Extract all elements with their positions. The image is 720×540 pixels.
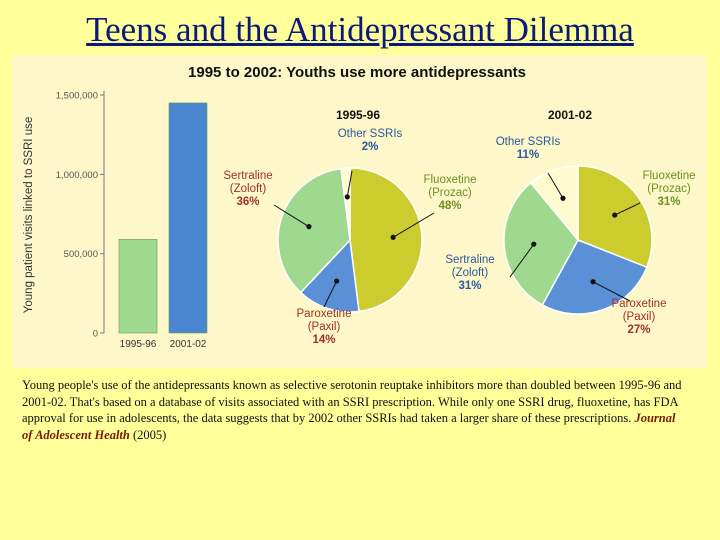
leader-line: [273, 204, 310, 228]
chart-title: 1995 to 2002: Youths use more antidepres…: [188, 64, 526, 81]
slice-label: 48%: [438, 200, 461, 212]
slide-title: Teens and the Antidepressant Dilemma: [86, 10, 634, 49]
slice-label: 27%: [627, 324, 650, 336]
slice-label: Other SSRIs: [496, 136, 561, 148]
slice-label: 14%: [312, 334, 335, 346]
pie-slice-other-ssris: [340, 167, 351, 241]
slice-label: Other SSRIs: [338, 128, 403, 140]
pie-2001-02: Fluoxetine(Prozac)31%Paroxetine(Paxil)27…: [445, 136, 695, 336]
y-tick-label: 500,000: [64, 249, 98, 260]
leader-line: [323, 280, 338, 308]
leader-dot: [560, 195, 566, 201]
slice-label: (Paxil): [623, 311, 656, 323]
leader-dot: [334, 278, 340, 284]
pie-1995-96: Fluoxetine(Prozac)48% Paroxetine(Paxil)14…: [223, 128, 476, 346]
slice-label: Fluoxetine: [423, 174, 476, 186]
leader-line: [547, 172, 564, 199]
slice-label: 36%: [236, 196, 259, 208]
caption-source: Journal of Adolescent Health: [22, 411, 676, 442]
slice-label: 31%: [657, 196, 680, 208]
slice-label: (Prozac): [647, 183, 691, 195]
caption-text: Young people's use of the antidepressant…: [22, 378, 682, 426]
x-tick-label: 1995-96: [120, 339, 157, 350]
chart-figure: 1995 to 2002: Youths use more antidepres…: [12, 55, 707, 368]
y-axis-label: Young patient visits linked to SSRI use: [23, 117, 35, 313]
leader-dot: [390, 234, 396, 240]
slice-label: Paroxetine: [297, 308, 352, 320]
slice-label: (Prozac): [428, 187, 472, 199]
y-tick-label: 1,000,000: [56, 170, 98, 181]
leader-dot: [306, 224, 312, 230]
pie-slice-sertraline: [277, 167, 351, 294]
leader-line: [509, 243, 535, 278]
caption-year: (2005): [133, 427, 167, 442]
y-tick-label: 0: [93, 329, 98, 340]
pie-2-title: 2001-02: [548, 108, 592, 122]
slice-label: 31%: [458, 280, 481, 292]
pie-slice-fluoxetine: [349, 167, 423, 313]
bar-1995-96: [118, 239, 158, 334]
leader-dot: [344, 194, 350, 200]
pie-slice-sertraline: [503, 181, 579, 306]
slice-label: Sertraline: [223, 170, 272, 182]
y-tick-label: 1,500,000: [56, 91, 98, 102]
pie-slice-other-ssris: [529, 165, 579, 243]
x-tick-label: 2001-02: [170, 339, 207, 350]
bar-chart: 0 500,000 1,000,000 1,500,000 1995-96 2001-02: [56, 91, 208, 350]
slice-label: 2%: [362, 141, 379, 153]
slice-label: (Zoloft): [452, 267, 489, 279]
leader-line: [592, 281, 631, 302]
chart-canvas: 1995 to 2002: Youths use more antidepres…: [23, 64, 696, 350]
leader-line: [614, 202, 641, 216]
slice-label: (Zoloft): [230, 183, 267, 195]
pie-1-title: 1995-96: [336, 108, 380, 122]
leader-dot: [590, 279, 596, 285]
leader-dot: [531, 241, 537, 247]
slice-label: Fluoxetine: [642, 170, 695, 182]
slice-label: 11%: [517, 149, 539, 161]
leader-dot: [612, 212, 618, 218]
caption: Young people's use of the antidepressant…: [22, 377, 682, 443]
leader-line: [346, 170, 353, 197]
slice-label: Sertraline: [445, 254, 494, 266]
leader-line: [392, 212, 435, 238]
slice-label: (Paxil): [308, 321, 341, 333]
slice-label: Paroxetine: [612, 298, 667, 310]
bar-2001-02: [168, 102, 208, 334]
pie-slice-paroxetine: [299, 238, 360, 313]
